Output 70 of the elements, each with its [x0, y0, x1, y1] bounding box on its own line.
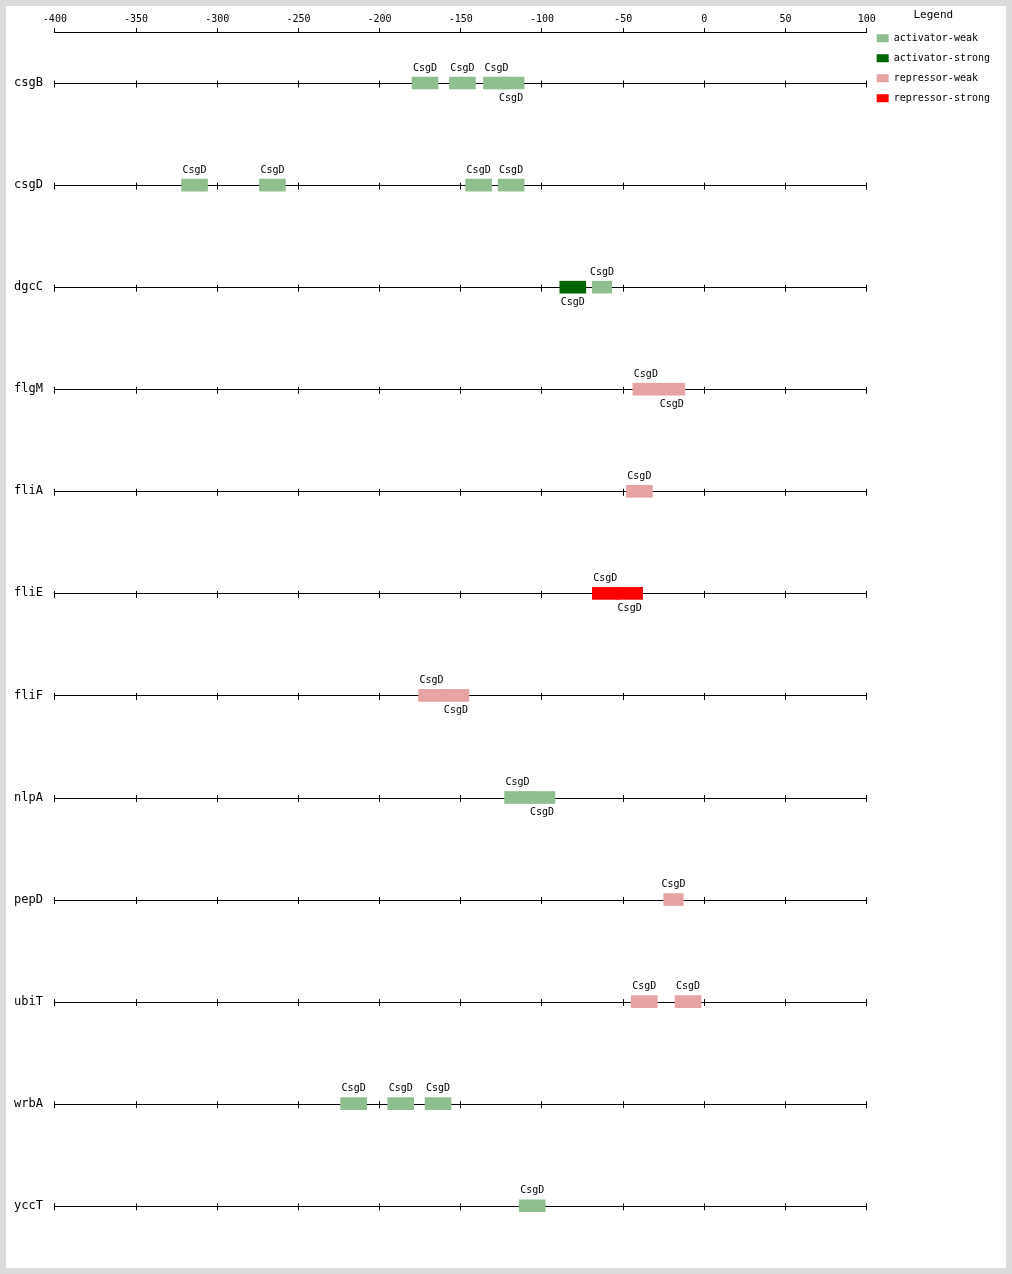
- y-tick-label: fliE: [13, 585, 43, 600]
- legend-label: activator-strong: [893, 51, 990, 63]
- annotation: CsgD: [182, 163, 207, 175]
- legend-label: activator-weak: [893, 31, 978, 43]
- x-tick-label: -150: [448, 12, 473, 24]
- y-tick-label: nlpA: [13, 789, 44, 804]
- bar: [630, 995, 658, 1008]
- bar: [387, 1097, 415, 1111]
- annotation: CsgD: [632, 980, 657, 992]
- x-tick-label: 50: [779, 12, 792, 24]
- legend-title: Legend: [913, 8, 954, 22]
- annotation: CsgD: [450, 61, 475, 73]
- annotation: CsgD: [499, 91, 524, 103]
- annotation: CsgD: [529, 806, 555, 818]
- y-tick-label: csgB: [13, 75, 43, 90]
- bar: [411, 76, 439, 90]
- x-tick-label: -200: [367, 12, 392, 24]
- y-tick-label: wrbA: [13, 1095, 44, 1110]
- x-tick-label: -100: [529, 12, 555, 24]
- bar: [181, 178, 208, 192]
- y-tick-label: dgcC: [13, 279, 43, 294]
- bar: [465, 178, 492, 192]
- legend-label: repressor-weak: [893, 71, 978, 83]
- bar: [424, 1097, 452, 1111]
- annotation: CsgD: [419, 674, 444, 686]
- y-tick-label: fliA: [13, 483, 44, 498]
- x-tick-label: -350: [124, 12, 149, 24]
- annotation: CsgD: [659, 397, 684, 409]
- annotation: CsgD: [589, 265, 615, 277]
- annotation: CsgD: [617, 601, 642, 613]
- annotation: CsgD: [627, 469, 652, 481]
- legend-label: repressor-strong: [893, 91, 990, 103]
- bar: [259, 178, 286, 192]
- bar: [340, 1097, 367, 1111]
- y-tick-label: csgD: [13, 177, 43, 192]
- y-tick-label: ubiT: [13, 993, 43, 1008]
- y-tick-label: fliF: [13, 687, 43, 702]
- annotation: CsgD: [466, 163, 491, 175]
- annotation: CsgD: [260, 163, 285, 175]
- y-tick-label: yccT: [13, 1197, 43, 1212]
- x-tick-label: -300: [205, 12, 230, 24]
- bar: [663, 893, 684, 906]
- annotation: CsgD: [443, 704, 468, 716]
- bar: [518, 1199, 546, 1213]
- y-tick-label: flgM: [13, 381, 43, 396]
- x-tick-label: -50: [614, 12, 633, 24]
- annotation: CsgD: [505, 776, 530, 788]
- bar: [674, 995, 702, 1008]
- annotation: CsgD: [520, 1184, 545, 1196]
- annotation: CsgD: [633, 367, 658, 379]
- x-tick-label: 0: [701, 12, 708, 24]
- x-tick-label: -400: [42, 12, 67, 24]
- y-tick-label: pepD: [13, 891, 43, 906]
- annotation: CsgD: [484, 61, 509, 73]
- annotation: CsgD: [661, 878, 686, 890]
- bar: [591, 280, 613, 294]
- annotation: CsgD: [426, 1082, 451, 1094]
- annotation: CsgD: [413, 61, 438, 73]
- annotation: CsgD: [560, 295, 585, 307]
- annotation: CsgD: [676, 980, 701, 992]
- bar: [449, 76, 476, 90]
- x-tick-label: 100: [857, 12, 876, 24]
- annotation: CsgD: [499, 163, 524, 175]
- annotation: CsgD: [388, 1082, 413, 1094]
- bar: [559, 280, 587, 294]
- annotation: CsgD: [593, 571, 618, 583]
- bar: [626, 484, 653, 498]
- bar: [497, 178, 525, 192]
- x-tick-label: -250: [286, 12, 311, 24]
- annotation: CsgD: [341, 1082, 366, 1094]
